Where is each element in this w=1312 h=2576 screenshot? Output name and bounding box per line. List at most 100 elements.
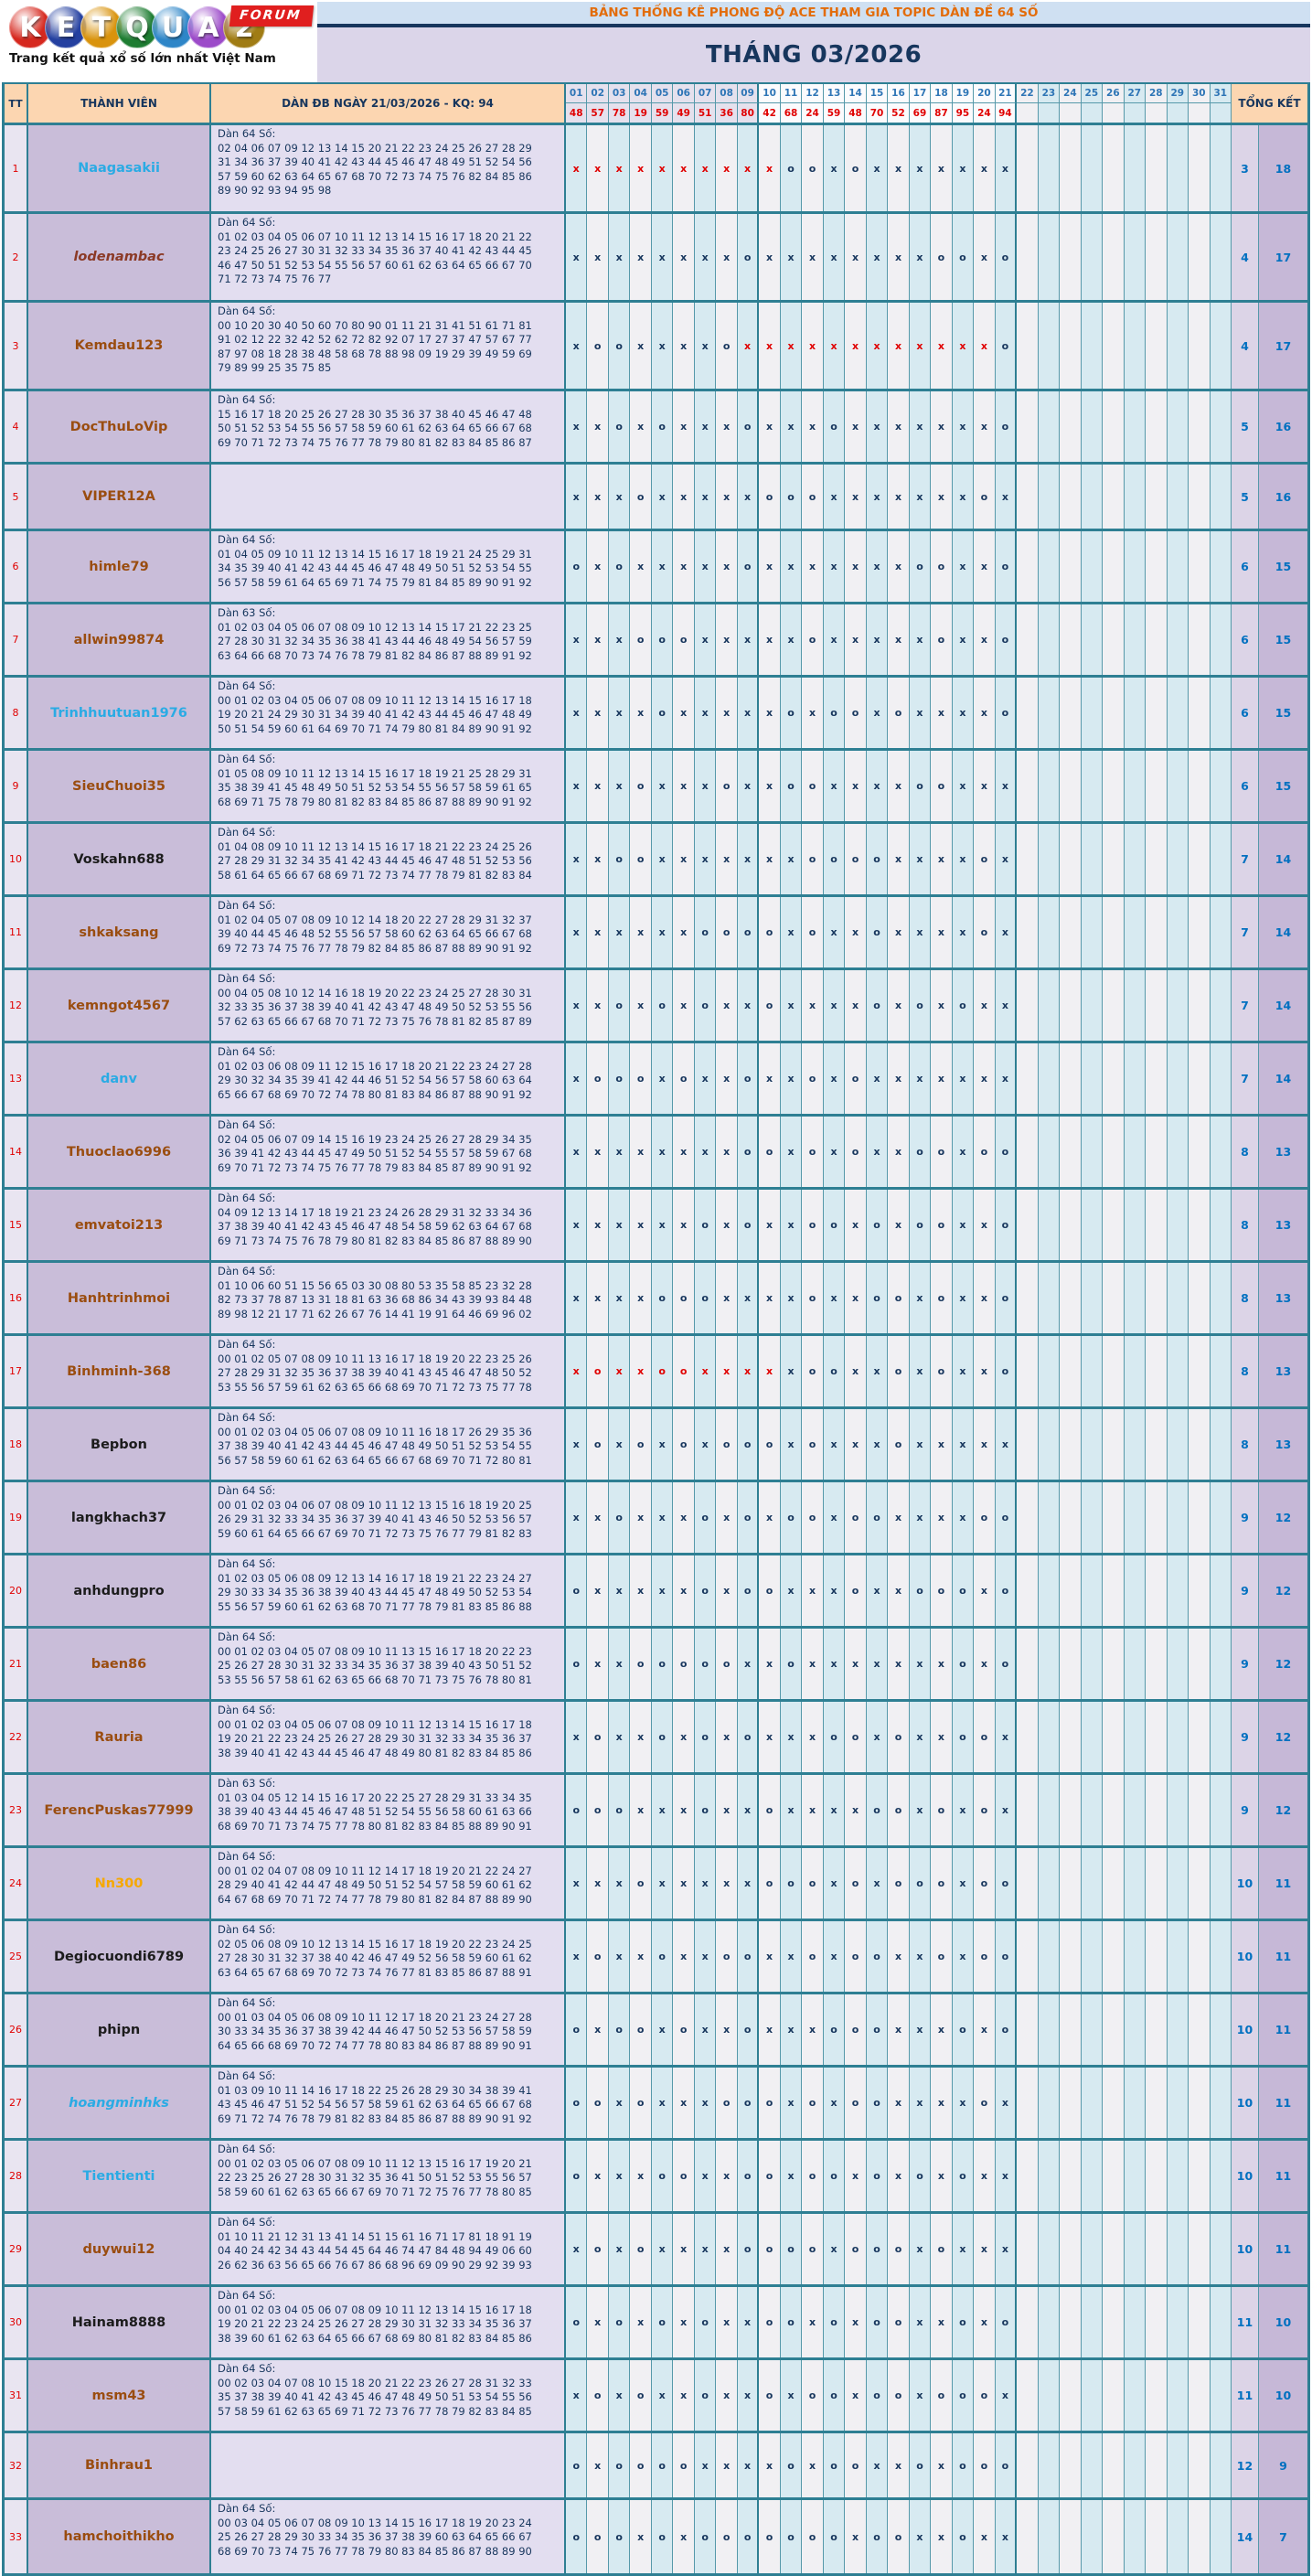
- day-mark: x: [888, 214, 910, 300]
- member-name[interactable]: duywui12: [28, 2214, 211, 2284]
- dan-line: 23 24 25 26 27 30 31 32 33 34 35 36 37 4…: [218, 244, 532, 258]
- day-mark: o: [737, 1482, 760, 1553]
- day-mark: o: [802, 2360, 824, 2431]
- day-mark: x: [716, 465, 738, 529]
- member-name[interactable]: Tientienti: [28, 2141, 211, 2211]
- member-name[interactable]: Hainam8888: [28, 2287, 211, 2357]
- member-name[interactable]: Trinhhuutuan1976: [28, 678, 211, 748]
- member-name[interactable]: phipn: [28, 1994, 211, 2065]
- kq-result-cell: 78: [608, 103, 631, 123]
- member-name[interactable]: Naagasakii: [28, 125, 211, 211]
- day-mark: [1081, 751, 1104, 821]
- member-name[interactable]: shkaksang: [28, 897, 211, 967]
- day-mark: o: [823, 2360, 846, 2431]
- month-title: THÁNG 03/2026: [317, 27, 1310, 82]
- day-mark: [1081, 1043, 1104, 1114]
- day-mark: x: [823, 1555, 846, 1626]
- day-mark: o: [952, 214, 975, 300]
- day-mark: [1189, 751, 1211, 821]
- dan-label: Dàn 64 Số:: [218, 899, 276, 912]
- day-mark: o: [866, 2068, 889, 2138]
- day-mark: x: [845, 751, 867, 821]
- day-mark: x: [780, 1921, 803, 1992]
- day-mark: x: [823, 2068, 846, 2138]
- member-name[interactable]: lodenambac: [28, 214, 211, 300]
- day-mark: x: [888, 1190, 910, 1260]
- day-mark: [1167, 2360, 1189, 2431]
- dan-line: 64 67 68 69 70 71 72 74 77 78 79 80 81 8…: [218, 1892, 532, 1906]
- member-name[interactable]: Bepbon: [28, 1409, 211, 1480]
- day-mark: x: [780, 1117, 803, 1187]
- day-mark: [1124, 1117, 1147, 1187]
- day-mark: [1124, 2214, 1147, 2284]
- dan-line: 19 20 21 24 29 30 31 34 39 40 41 42 43 4…: [218, 708, 532, 721]
- member-name[interactable]: himle79: [28, 531, 211, 602]
- member-name[interactable]: Nn300: [28, 1848, 211, 1919]
- member-name[interactable]: Rauria: [28, 1702, 211, 1772]
- day-mark: o: [780, 1482, 803, 1553]
- member-name[interactable]: kemngot4567: [28, 970, 211, 1041]
- day-column-header: 10: [759, 84, 781, 103]
- member-name[interactable]: baen86: [28, 1629, 211, 1699]
- day-mark: o: [845, 1117, 867, 1187]
- member-name[interactable]: hamchoithikho: [28, 2500, 211, 2573]
- day-mark: x: [974, 2214, 996, 2284]
- member-name[interactable]: VIPER12A: [28, 465, 211, 529]
- member-name[interactable]: Binhrau1: [28, 2433, 211, 2497]
- total-wins: 9: [1232, 1629, 1259, 1699]
- member-name[interactable]: hoangminhks: [28, 2068, 211, 2138]
- day-mark: [1146, 2500, 1168, 2573]
- day-mark: o: [802, 465, 824, 529]
- day-mark: o: [995, 391, 1018, 462]
- day-mark: [1189, 1629, 1211, 1699]
- day-mark: x: [845, 303, 867, 389]
- day-mark: o: [823, 1336, 846, 1406]
- table-row: 13 danv Dàn 64 Số: 01 02 03 06 08 09 11 12 …: [5, 1043, 1307, 1117]
- day-mark: x: [630, 2141, 652, 2211]
- day-mark: x: [737, 604, 760, 675]
- day-mark: o: [823, 2500, 846, 2573]
- member-name[interactable]: Hanhtrinhmoi: [28, 1263, 211, 1333]
- member-name[interactable]: msm43: [28, 2360, 211, 2431]
- member-name[interactable]: DocThuLoVip: [28, 391, 211, 462]
- day-mark: x: [673, 897, 695, 967]
- day-mark: [1124, 391, 1147, 462]
- member-name[interactable]: danv: [28, 1043, 211, 1114]
- col-header-dan: DÀN ĐB NGÀY 21/03/2026 - KQ: 94: [211, 84, 566, 123]
- member-name[interactable]: langkhach37: [28, 1482, 211, 1553]
- member-name[interactable]: Voskahn688: [28, 824, 211, 894]
- day-mark: [1146, 1482, 1168, 1553]
- day-mark: x: [866, 678, 889, 748]
- day-mark: o: [845, 1482, 867, 1553]
- day-mark: x: [780, 391, 803, 462]
- member-name[interactable]: FerencPuskas77999: [28, 1775, 211, 1845]
- dan-label: Dàn 64 Số:: [218, 2362, 276, 2375]
- total-wins: 10: [1232, 2068, 1259, 2138]
- member-name[interactable]: emvatoi213: [28, 1190, 211, 1260]
- day-mark: o: [823, 1702, 846, 1772]
- day-mark: x: [737, 970, 760, 1041]
- day-mark: o: [845, 678, 867, 748]
- member-name[interactable]: allwin99874: [28, 604, 211, 675]
- member-name[interactable]: Degiocuondi6789: [28, 1921, 211, 1992]
- day-mark: o: [866, 970, 889, 1041]
- member-name[interactable]: Thuoclao6996: [28, 1117, 211, 1187]
- day-mark: o: [737, 214, 760, 300]
- day-mark: o: [737, 2214, 760, 2284]
- day-mark: o: [673, 1994, 695, 2065]
- member-name[interactable]: anhdungpro: [28, 1555, 211, 1626]
- day-column-header: 25: [1081, 84, 1104, 103]
- table-row: 1 Naagasakii Dàn 64 Số: 02 04 06 07 09 12 1…: [5, 125, 1307, 214]
- day-mark: x: [823, 1482, 846, 1553]
- member-name[interactable]: SieuChuoi35: [28, 751, 211, 821]
- member-name[interactable]: Binhminh-368: [28, 1336, 211, 1406]
- member-name[interactable]: Kemdau123: [28, 303, 211, 389]
- day-mark: x: [608, 465, 631, 529]
- day-mark: x: [974, 751, 996, 821]
- dan-line: 00 01 02 03 04 05 06 07 08 09 10 11 12 1…: [218, 2303, 532, 2316]
- day-mark: x: [566, 897, 588, 967]
- day-mark: o: [737, 391, 760, 462]
- day-mark: x: [974, 2287, 996, 2357]
- kq-result-cell: 19: [630, 103, 652, 123]
